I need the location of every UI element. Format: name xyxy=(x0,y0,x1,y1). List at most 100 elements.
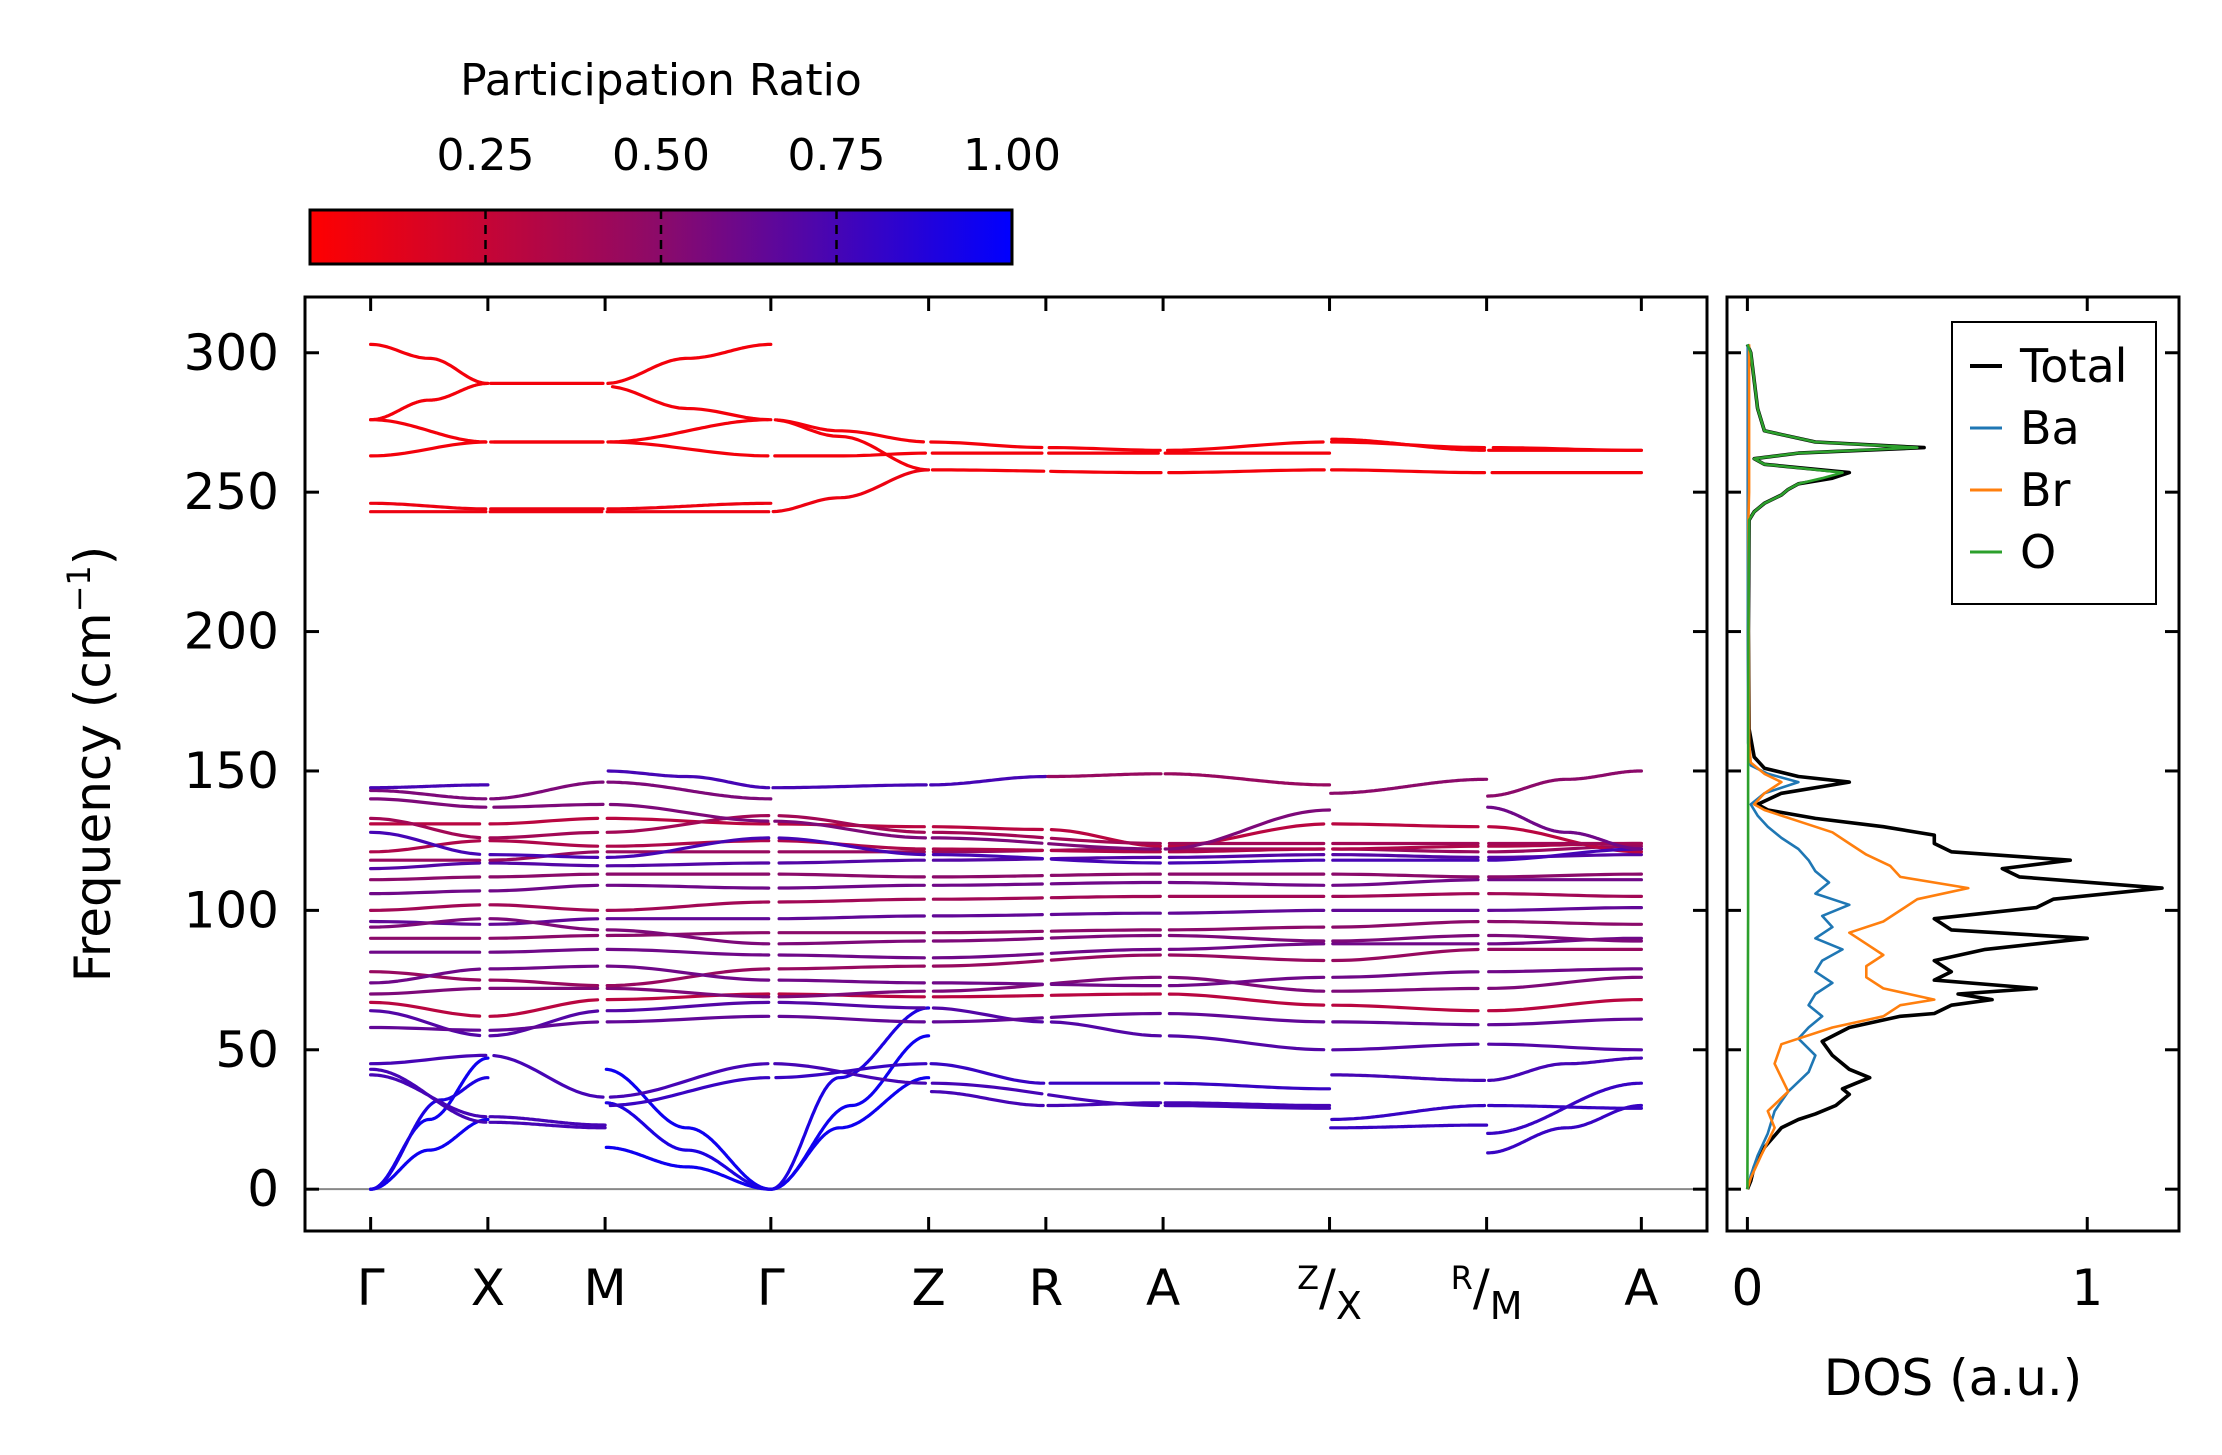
phonon-band-acoustic-optical xyxy=(931,830,1044,840)
phonon-band-acoustic-optical xyxy=(1047,842,1160,851)
phonon-band-acoustic-optical xyxy=(1487,998,1643,1013)
phonon-band-acoustic-optical xyxy=(605,928,771,946)
phonon-band-acoustic-optical xyxy=(605,836,771,859)
phonon-band-acoustic-optical xyxy=(369,1117,490,1191)
phonon-band-acoustic-optical xyxy=(369,861,482,871)
phonon-band-acoustic-optical xyxy=(1329,1123,1489,1130)
phonon-band-acoustic-optical xyxy=(488,839,600,848)
y-tick-label: 250 xyxy=(184,463,279,521)
phonon-band-acoustic-optical xyxy=(930,836,1044,845)
phonon-band-acoustic-optical xyxy=(777,872,926,879)
phonon-band-acoustic-optical xyxy=(488,861,600,868)
phonon-band-acoustic-optical xyxy=(930,1081,1044,1096)
phonon-band-acoustic-optical xyxy=(931,825,1044,832)
phonon-band-acoustic-optical xyxy=(1331,920,1480,929)
phonon-band-acoustic-optical xyxy=(1163,1081,1332,1091)
kpoint-label: Z xyxy=(911,1259,945,1317)
legend-label-o: O xyxy=(2020,525,2056,579)
phonon-band-acoustic-optical xyxy=(1049,857,1162,865)
phonon-band-acoustic-optical xyxy=(605,1014,771,1024)
phonon-band-acoustic-optical xyxy=(777,836,926,857)
phonon-band-acoustic-optical xyxy=(770,1034,931,1191)
colorbar-tick-label: 0.50 xyxy=(612,130,710,181)
phonon-band-acoustic-optical xyxy=(369,875,482,882)
phonon-band-acoustic-optical xyxy=(931,1006,1044,1024)
phonon-band-acoustic-optical xyxy=(605,1000,771,1013)
phonon-band-acoustic-optical xyxy=(1487,1056,1643,1082)
phonon-band-acoustic-optical xyxy=(777,883,926,890)
phonon-band-acoustic-optical xyxy=(488,998,600,1018)
phonon-band-acoustic-optical xyxy=(1487,892,1643,898)
phonon-band-acoustic-optical xyxy=(369,797,488,809)
phonon-band-acoustic-optical xyxy=(1047,1093,1160,1108)
phonon-band-acoustic-optical xyxy=(1486,1081,1643,1135)
phonon-band-acoustic-optical xyxy=(369,816,482,840)
phonon-band-high-frequency xyxy=(1047,446,1162,452)
phonon-band-acoustic-optical xyxy=(606,780,773,801)
phonon-band-acoustic-optical xyxy=(1167,1034,1326,1052)
phonon-band-acoustic-optical xyxy=(369,1025,482,1032)
phonon-band-acoustic-optical xyxy=(777,1014,926,1024)
phonon-band-acoustic-optical xyxy=(1331,986,1480,993)
phonon-band-acoustic-optical xyxy=(931,983,1044,993)
y-tick-label: 200 xyxy=(184,603,279,661)
colorbar: Participation Ratio 0.25 0.50 0.75 1.00 xyxy=(308,55,1061,266)
phonon-band-high-frequency xyxy=(606,501,773,511)
phonon-band-high-frequency xyxy=(606,342,773,385)
phonon-band-acoustic-optical xyxy=(1167,1012,1326,1024)
phonon-band-acoustic-optical xyxy=(605,861,771,868)
phonon-band-acoustic-optical xyxy=(777,914,926,921)
phonon-band-acoustic-optical xyxy=(1167,847,1326,854)
phonon-band-acoustic-optical xyxy=(1331,1020,1480,1027)
phonon-band-acoustic-optical xyxy=(608,1076,771,1108)
phonon-band-acoustic-optical xyxy=(777,858,926,865)
kpoint-label: A xyxy=(1146,1259,1180,1317)
phonon-band-high-frequency xyxy=(608,440,770,458)
phonon-band-acoustic-optical xyxy=(604,1145,773,1191)
phonon-band-acoustic-optical xyxy=(1167,880,1326,887)
phonon-band-high-frequency xyxy=(1166,440,1325,452)
phonon-band-high-frequency xyxy=(929,440,1044,450)
y-tick-label: 0 xyxy=(247,1160,279,1218)
phonon-band-acoustic-optical xyxy=(1167,858,1326,865)
phonon-band-high-frequency xyxy=(369,381,490,422)
phonon-band-acoustic-optical xyxy=(1046,772,1163,779)
legend: Total Ba Br O xyxy=(1951,321,2157,605)
legend-label-total: Total xyxy=(2019,339,2127,393)
phonon-band-acoustic-optical xyxy=(1487,933,1643,943)
phonon-band-acoustic-optical xyxy=(1167,933,1326,943)
phonon-band-acoustic-optical xyxy=(1049,975,1162,986)
phonon-band-acoustic-optical xyxy=(1167,942,1326,951)
phonon-band-acoustic-optical xyxy=(774,1062,928,1080)
phonon-band-acoustic-optical xyxy=(369,1000,482,1018)
phonon-band-acoustic-optical xyxy=(1046,1101,1163,1108)
band-plot-frame xyxy=(303,295,1709,1233)
phonon-band-acoustic-optical xyxy=(1167,853,1326,859)
phonon-band-acoustic-optical xyxy=(1487,936,1643,946)
phonon-band-acoustic-optical xyxy=(605,967,771,988)
phonon-band-acoustic-optical xyxy=(1049,928,1162,933)
phonon-band-acoustic-optical xyxy=(1163,1103,1332,1110)
phonon-band-acoustic-optical xyxy=(777,897,926,904)
phonon-band-acoustic-optical xyxy=(488,978,600,988)
phonon-band-acoustic-optical xyxy=(931,929,1044,935)
phonon-band-acoustic-optical xyxy=(1049,1020,1162,1038)
legend-label-br: Br xyxy=(2020,463,2071,517)
phonon-band-acoustic-optical xyxy=(777,978,926,985)
phonon-band-acoustic-optical xyxy=(605,814,771,834)
phonon-band-acoustic-optical xyxy=(1486,805,1643,851)
phonon-band-acoustic-optical xyxy=(770,1006,931,1191)
dos-curve-o xyxy=(1746,343,1919,1190)
phonon-band-acoustic-optical xyxy=(931,1016,1044,1024)
kpoint-label: R/M xyxy=(1451,1259,1523,1328)
phonon-band-acoustic-optical xyxy=(1487,847,1643,862)
phonon-band-acoustic-optical xyxy=(1167,992,1326,1007)
phonon-band-acoustic-optical xyxy=(369,788,488,801)
colorbar-tick-label: 1.00 xyxy=(963,130,1061,181)
phonon-band-acoustic-optical xyxy=(1167,925,1326,932)
phonon-band-acoustic-optical xyxy=(369,1053,488,1066)
phonon-band-high-frequency xyxy=(369,440,488,458)
phonon-band-acoustic-optical xyxy=(488,830,600,840)
phonon-band-acoustic-optical xyxy=(488,947,600,954)
phonon-band-acoustic-optical xyxy=(488,883,600,893)
